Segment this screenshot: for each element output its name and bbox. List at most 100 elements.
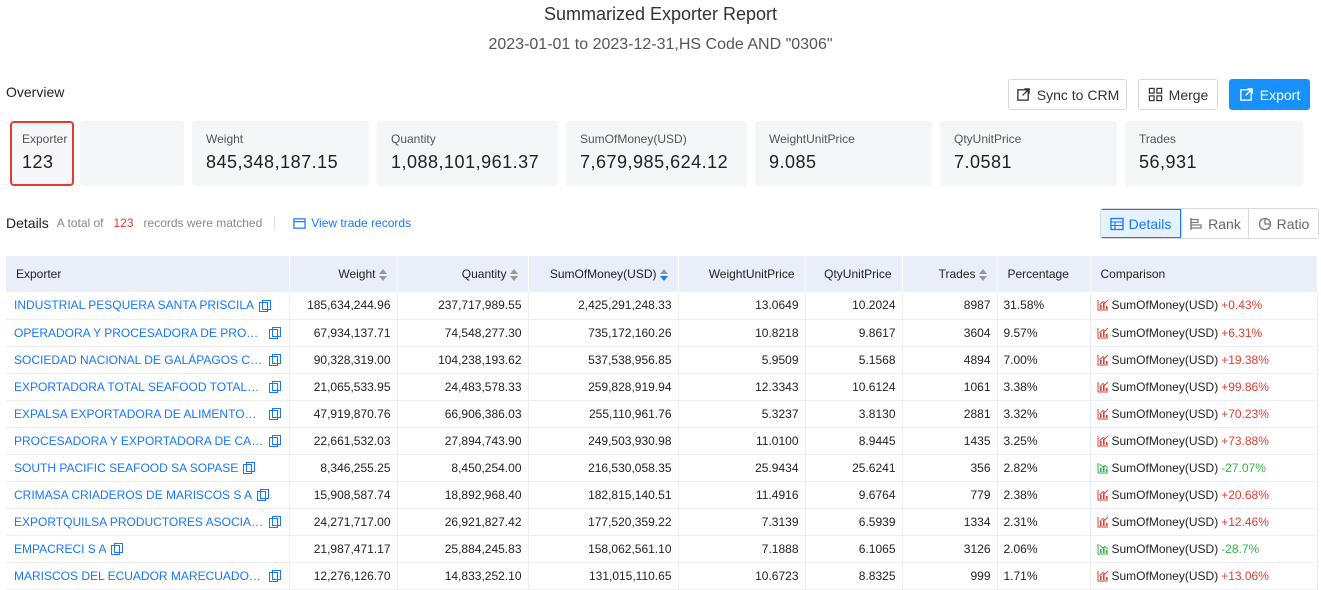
copy-icon[interactable] xyxy=(259,299,272,312)
exporter-cell: MARISCOS DEL ECUADOR MARECUADOR CIA L… xyxy=(6,562,290,590)
exporter-name-link[interactable]: MARISCOS DEL ECUADOR MARECUADOR CIA L… xyxy=(14,568,264,583)
exporter-name-link[interactable]: EXPORTQUILSA PRODUCTORES ASOCIADOS SA xyxy=(14,514,264,529)
quantity-cell: 24,483,578.33 xyxy=(397,373,529,401)
view-trade-records-label: View trade records xyxy=(311,216,412,230)
pie-chart-icon xyxy=(1258,217,1271,230)
view-trade-records-link[interactable]: View trade records xyxy=(293,216,411,230)
exporter-name-link[interactable]: EXPALSA EXPORTADORA DE ALIMENTOS S A xyxy=(14,406,264,421)
percentage-cell: 3.38% xyxy=(997,373,1091,401)
copy-icon[interactable] xyxy=(269,570,281,582)
exporter-name-link[interactable]: INDUSTRIAL PESQUERA SANTA PRISCILA xyxy=(14,298,255,313)
export-button[interactable]: Export xyxy=(1229,79,1310,110)
stat-weight: Weight 845,348,187.15 xyxy=(192,121,369,186)
comparison-label: SumOfMoney(USD) xyxy=(1111,406,1219,421)
exporter-name-link[interactable]: SOUTH PACIFIC SEAFOOD SA SOPASE xyxy=(14,460,239,475)
qty-unit-price-cell: 10.2024 xyxy=(805,292,903,320)
money-cell: 735,172,160.26 xyxy=(528,319,679,347)
weight-cell: 12,276,126.70 xyxy=(289,562,398,590)
report-title: Summarized Exporter Report xyxy=(543,4,778,24)
col-sum-of-money[interactable]: SumOfMoney(USD) xyxy=(528,256,679,292)
stat-value: 56,931 xyxy=(1139,152,1198,172)
merge-button[interactable]: Merge xyxy=(1138,79,1218,110)
tab-rank[interactable]: Rank xyxy=(1181,209,1248,238)
exporter-cell: PROCESADORA Y EXPORTADORA DE CAMARO… xyxy=(6,427,290,455)
comparison-label: SumOfMoney(USD) xyxy=(1111,541,1219,556)
comparison-cell: SumOfMoney(USD) +6.31% xyxy=(1090,319,1318,347)
stat-value: 9.085 xyxy=(769,152,817,172)
weight-cell: 21,987,471.17 xyxy=(289,535,398,563)
weight-unit-price-cell: 7.3139 xyxy=(678,508,806,536)
quantity-cell: 74,548,277.30 xyxy=(397,319,529,347)
percentage-cell: 9.57% xyxy=(997,319,1091,347)
money-cell: 177,520,359.22 xyxy=(528,508,679,536)
copy-icon[interactable] xyxy=(257,489,270,501)
copy-icon[interactable] xyxy=(269,516,281,528)
qty-unit-price-cell: 6.5939 xyxy=(805,508,903,536)
copy-icon[interactable] xyxy=(111,543,124,555)
details-heading: Details xyxy=(6,215,49,231)
exporter-cell: EXPORTADORA TOTAL SEAFOOD TOTALSEAFO… xyxy=(6,373,290,401)
qty-unit-price-cell: 10.6124 xyxy=(805,373,903,401)
stat-sum-of-money: SumOfMoney(USD) 7,679,985,624.12 xyxy=(566,121,747,186)
weight-unit-price-cell: 5.3237 xyxy=(678,400,806,428)
comparison-label: SumOfMoney(USD) xyxy=(1111,379,1219,394)
stat-label: Weight xyxy=(206,132,244,146)
sort-icon[interactable] xyxy=(659,268,668,281)
comparison-label: SumOfMoney(USD) xyxy=(1111,487,1219,502)
weight-cell: 24,271,717.00 xyxy=(289,508,398,536)
comparison-label: SumOfMoney(USD) xyxy=(1111,352,1219,367)
col-weight[interactable]: Weight xyxy=(289,256,398,292)
qty-unit-price-cell: 6.1065 xyxy=(805,535,903,563)
sync-to-crm-button[interactable]: Sync to CRM xyxy=(1008,79,1127,110)
comparison-label: SumOfMoney(USD) xyxy=(1111,460,1219,475)
comparison-cell: SumOfMoney(USD) +12.46% xyxy=(1090,508,1318,536)
overview-heading: Overview xyxy=(6,84,65,100)
comparison-change: +70.23% xyxy=(1221,406,1269,421)
copy-icon[interactable] xyxy=(269,435,281,447)
comparison-change: -28.7% xyxy=(1221,541,1260,556)
copy-icon[interactable] xyxy=(269,408,281,420)
trades-cell: 999 xyxy=(902,562,998,590)
col-weight-unit-price: WeightUnitPrice xyxy=(678,256,806,292)
stat-qty-unit-price: QtyUnitPrice 7.0581 xyxy=(940,121,1117,186)
col-trades[interactable]: Trades xyxy=(902,256,998,292)
exporter-cell: OPERADORA Y PROCESADORA DE PRODUCTOS… xyxy=(6,319,290,347)
sync-icon xyxy=(1016,88,1030,101)
weight-unit-price-cell: 5.9509 xyxy=(678,346,806,374)
merge-icon xyxy=(1148,87,1162,102)
exporter-name-link[interactable]: CRIMASA CRIADEROS DE MARISCOS S A xyxy=(14,487,253,502)
exporter-name-link[interactable]: PROCESADORA Y EXPORTADORA DE CAMARO… xyxy=(14,433,264,448)
percentage-cell: 31.58% xyxy=(997,292,1091,320)
col-quantity[interactable]: Quantity xyxy=(397,256,529,292)
trend-up-icon xyxy=(1097,381,1108,392)
copy-icon[interactable] xyxy=(269,354,281,366)
weight-unit-price-cell: 10.8218 xyxy=(678,319,806,347)
comparison-change: -27.07% xyxy=(1221,460,1266,475)
weight-unit-price-cell: 13.0649 xyxy=(678,292,806,320)
sort-icon[interactable] xyxy=(978,268,987,281)
tab-ratio[interactable]: Ratio xyxy=(1248,209,1318,238)
copy-icon[interactable] xyxy=(269,381,281,393)
stat-value: 123 xyxy=(22,152,54,172)
comparison-change: +99.86% xyxy=(1221,379,1269,394)
weight-cell: 15,908,587.74 xyxy=(289,481,398,509)
comparison-label: SumOfMoney(USD) xyxy=(1111,514,1219,529)
copy-icon[interactable] xyxy=(243,462,256,474)
export-label: Export xyxy=(1259,86,1301,103)
exporter-cell: EMPACRECI S A xyxy=(6,535,290,563)
trend-up-icon xyxy=(1097,489,1108,500)
exporter-name-link[interactable]: OPERADORA Y PROCESADORA DE PRODUCTOS… xyxy=(14,325,264,340)
exporter-name-link[interactable]: EMPACRECI S A xyxy=(14,541,107,556)
tab-details[interactable]: Details xyxy=(1101,209,1181,238)
trades-cell: 1334 xyxy=(902,508,998,536)
weight-cell: 8,346,255.25 xyxy=(289,454,398,482)
comparison-change: +12.46% xyxy=(1221,514,1269,529)
sync-label: Sync to CRM xyxy=(1036,86,1120,103)
exporter-name-link[interactable]: SOCIEDAD NACIONAL DE GALÁPAGOS C A SON… xyxy=(14,352,264,367)
exporter-name-link[interactable]: EXPORTADORA TOTAL SEAFOOD TOTALSEAFO… xyxy=(14,379,264,394)
sort-icon[interactable] xyxy=(509,268,518,281)
copy-icon[interactable] xyxy=(269,327,281,339)
table-header: Exporter Weight Quantity SumOfMoney(USD)… xyxy=(6,256,1318,292)
sort-icon[interactable] xyxy=(378,268,387,281)
